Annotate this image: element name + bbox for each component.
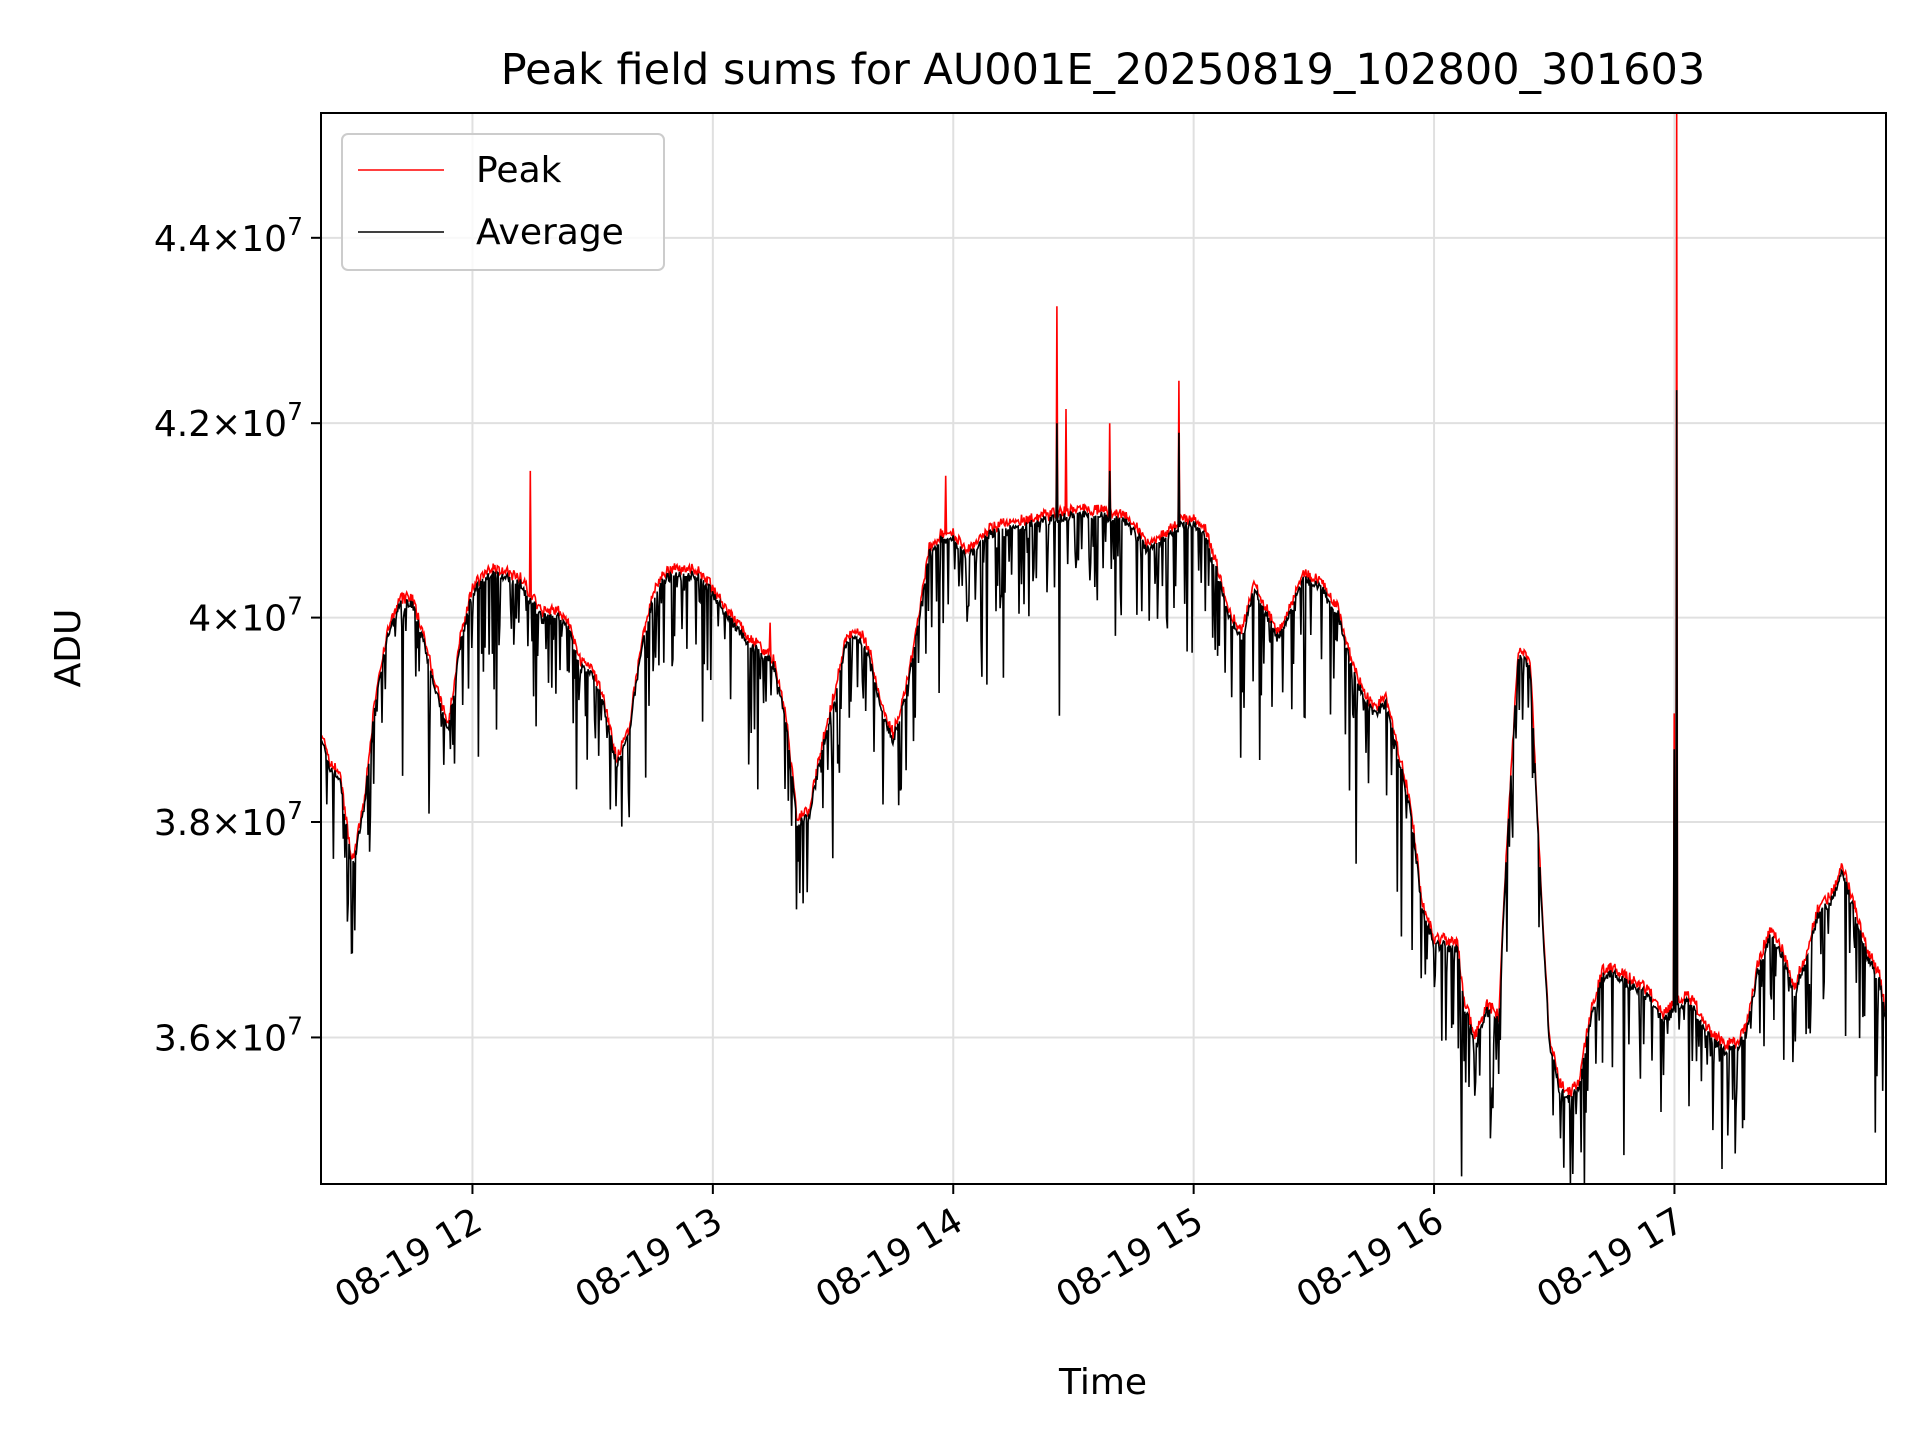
plot-frame: [320, 112, 1887, 1185]
y-tick-label: 4.2×107: [154, 397, 303, 445]
y-axis-label: ADU: [48, 609, 89, 688]
grid-lines: [321, 113, 1886, 1184]
x-tick-label: 08-19 13: [569, 1200, 730, 1316]
x-tick-label: 08-19 16: [1290, 1200, 1451, 1316]
x-tick-label: 08-19 15: [1049, 1200, 1210, 1316]
x-axis-label: Time: [1058, 1362, 1147, 1403]
y-tick-label: 3.6×107: [154, 1011, 303, 1059]
x-tick-label: 08-19 14: [809, 1200, 970, 1316]
chart-title: Peak field sums for AU001E_20250819_1028…: [501, 45, 1705, 95]
legend-box: [341, 133, 665, 271]
legend-peak-label: Peak: [476, 150, 562, 191]
legend: Peak Average: [341, 133, 665, 271]
x-tick-label: 08-19 12: [328, 1200, 489, 1316]
y-tick-label: 3.8×107: [154, 796, 303, 844]
average-series-line: [320, 390, 1887, 1185]
y-tick-label: 4×107: [188, 592, 303, 640]
series-layer: [320, 112, 1887, 1185]
y-axis: 3.6×107 3.8×107 4×107 4.2×107 4.4×107: [154, 212, 321, 1059]
x-axis: 08-19 12 08-19 13 08-19 14 08-19 15 08-19 16…: [328, 1184, 1691, 1317]
x-tick-label: 08-19 17: [1530, 1200, 1691, 1316]
legend-average-label: Average: [476, 212, 624, 253]
y-tick-label: 4.4×107: [154, 212, 303, 260]
